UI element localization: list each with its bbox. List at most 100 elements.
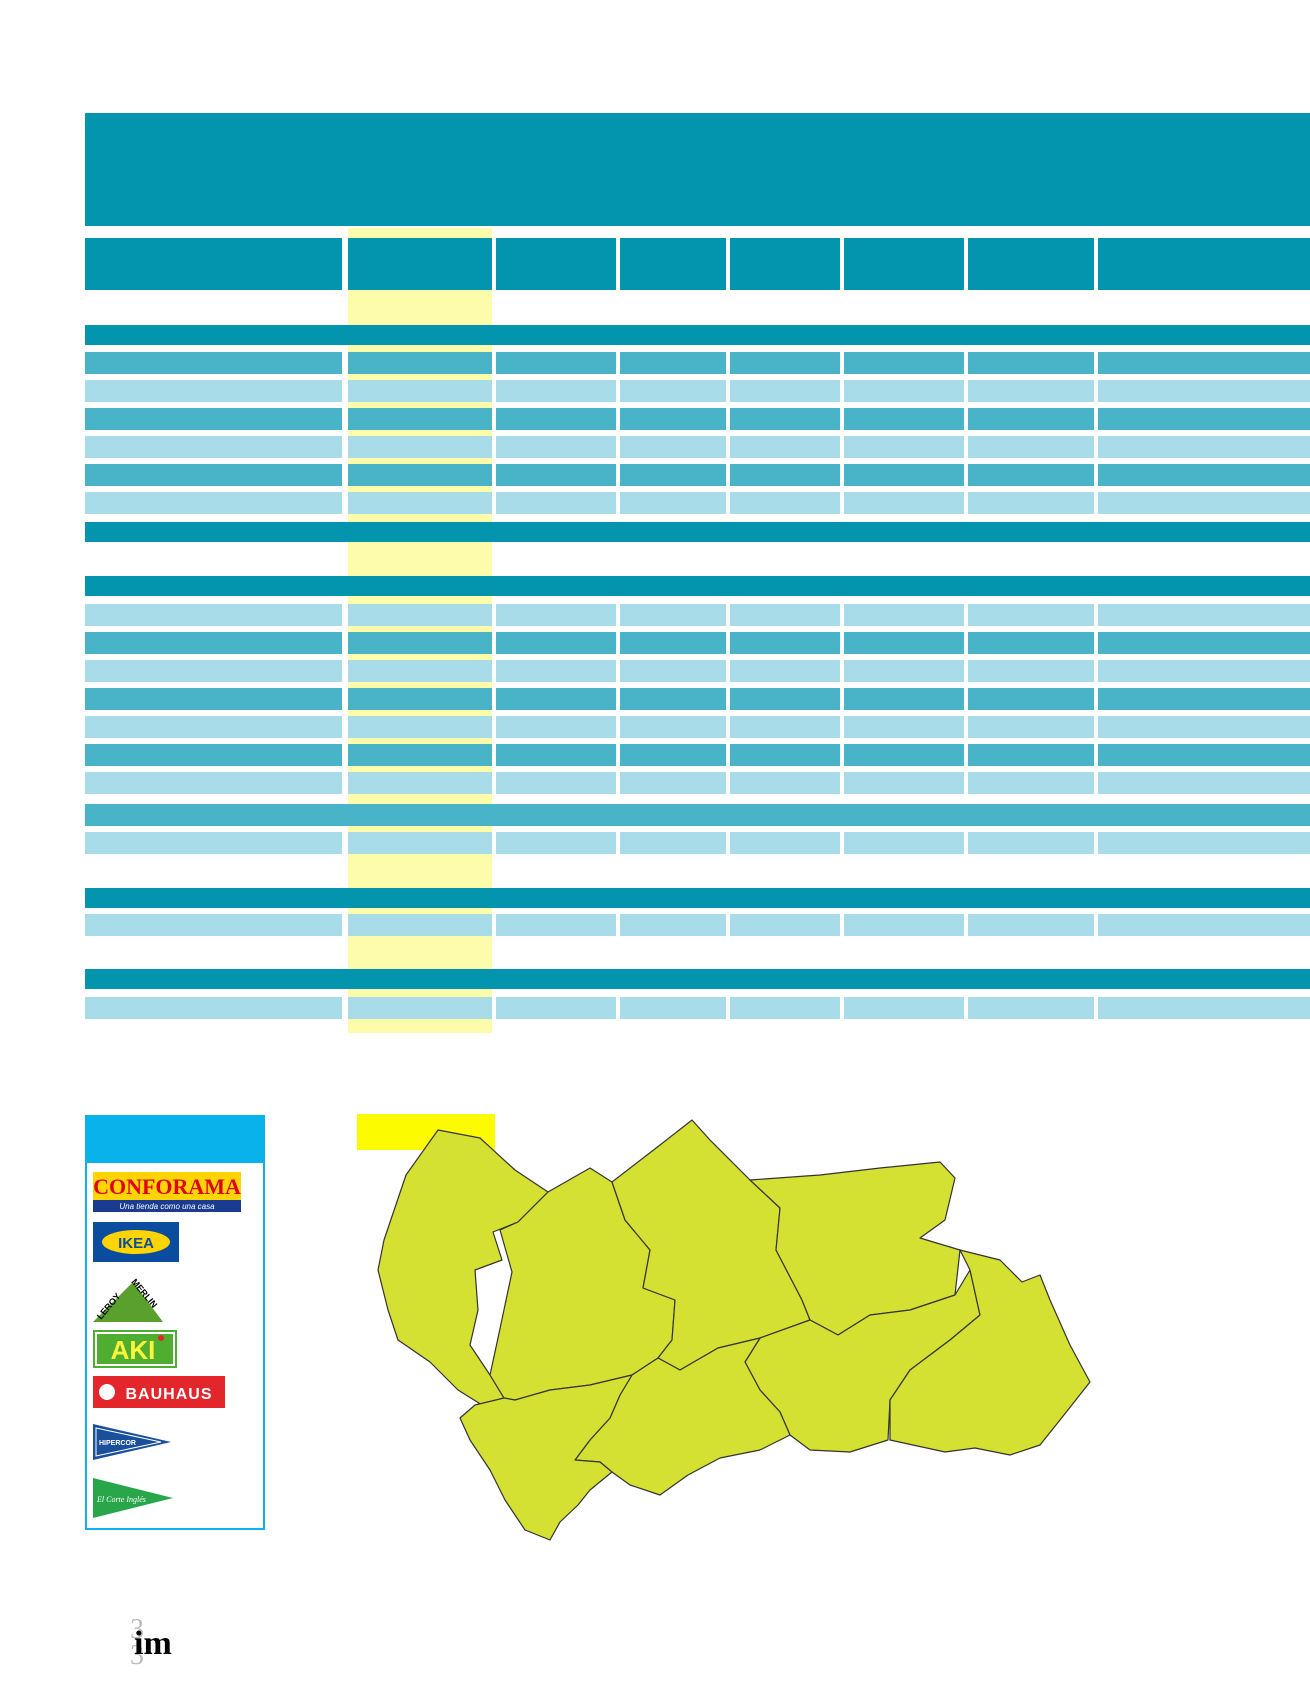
table-cell: [496, 352, 616, 374]
table-cell: [348, 688, 492, 710]
table-cell: [730, 744, 840, 766]
table-section-band: [85, 804, 1310, 826]
table-cell: [85, 997, 342, 1019]
table-cell: [496, 744, 616, 766]
andalucia-map: [40, 64, 1170, 1590]
table-cell: [496, 660, 616, 682]
table-cell: [1098, 352, 1310, 374]
table-cell: [348, 632, 492, 654]
table-cell: [620, 832, 726, 854]
table-cell: [730, 604, 840, 626]
table-section-band: [85, 576, 1310, 596]
table-cell: [620, 436, 726, 458]
table-cell: [620, 997, 726, 1019]
table-section-band: [85, 522, 1310, 542]
table-header-cell: [620, 238, 726, 290]
table-cell: [1098, 380, 1310, 402]
table-cell: [844, 604, 964, 626]
svg-text:Una tienda como una casa: Una tienda como una casa: [119, 1202, 215, 1211]
table-cell: [1098, 772, 1310, 794]
table-cell: [730, 380, 840, 402]
table-cell: [1098, 464, 1310, 486]
table-cell: [620, 380, 726, 402]
table-cell: [348, 997, 492, 1019]
table-cell: [968, 436, 1094, 458]
table-cell: [1098, 436, 1310, 458]
table-cell: [85, 632, 342, 654]
table-cell: [496, 997, 616, 1019]
table-section-band: [85, 969, 1310, 989]
table-cell: [348, 352, 492, 374]
table-cell: [496, 772, 616, 794]
table-cell: [620, 914, 726, 936]
table-header-cell: [1098, 238, 1310, 290]
table-cell: [968, 832, 1094, 854]
table-cell: [730, 832, 840, 854]
table-cell: [730, 772, 840, 794]
table-cell: [85, 464, 342, 486]
table-cell: [620, 772, 726, 794]
table-cell: [620, 744, 726, 766]
table-cell: [730, 408, 840, 430]
table-cell: [844, 688, 964, 710]
table-cell: [85, 660, 342, 682]
svg-text:CONFORAMA: CONFORAMA: [93, 1174, 241, 1199]
table-cell: [348, 492, 492, 514]
svg-text:IKEA: IKEA: [118, 1235, 154, 1252]
table-cell: [348, 436, 492, 458]
table-cell: [85, 716, 342, 738]
table-cell: [496, 492, 616, 514]
legend-header: [85, 1115, 265, 1163]
table-cell: [730, 914, 840, 936]
table-cell: [844, 660, 964, 682]
table-cell: [496, 436, 616, 458]
table-cell: [1098, 832, 1310, 854]
svg-text:BAUHAUS: BAUHAUS: [126, 1386, 213, 1403]
table-cell: [620, 660, 726, 682]
table-cell: [85, 408, 342, 430]
table-header-cell: [968, 238, 1094, 290]
table-cell: [620, 408, 726, 430]
table-cell: [730, 716, 840, 738]
table-cell: [968, 744, 1094, 766]
table-cell: [1098, 632, 1310, 654]
table-cell: [85, 688, 342, 710]
table-cell: [496, 716, 616, 738]
table-cell: [968, 380, 1094, 402]
table-cell: [968, 352, 1094, 374]
table-cell: [1098, 660, 1310, 682]
table-cell: [348, 772, 492, 794]
table-cell: [844, 914, 964, 936]
table-cell: [730, 660, 840, 682]
table-cell: [85, 436, 342, 458]
table-cell: [496, 380, 616, 402]
table-cell: [844, 716, 964, 738]
table-cell: [1098, 604, 1310, 626]
highlighted-column: [348, 228, 492, 1033]
table-cell: [348, 408, 492, 430]
table-cell: [844, 744, 964, 766]
table-cell: [1098, 408, 1310, 430]
table-cell: [620, 464, 726, 486]
table-cell: [348, 464, 492, 486]
table-cell: [968, 914, 1094, 936]
svg-text:im: im: [134, 1625, 172, 1662]
table-cell: [85, 352, 342, 374]
table-cell: [968, 660, 1094, 682]
svg-text:El Corte Inglés: El Corte Inglés: [96, 1495, 146, 1504]
table-cell: [844, 408, 964, 430]
table-cell: [1098, 914, 1310, 936]
table-cell: [730, 464, 840, 486]
table-header-cell: [85, 238, 342, 290]
el-corte-ingles-logo: El Corte Inglés: [93, 1478, 173, 1518]
table-cell: [496, 632, 616, 654]
ikea-logo: IKEA: [93, 1222, 179, 1262]
table-cell: [844, 832, 964, 854]
leroy-merlin-logo: LEROY MERLIN: [93, 1272, 163, 1322]
table-cell: [85, 380, 342, 402]
table-cell: [730, 997, 840, 1019]
table-cell: [844, 436, 964, 458]
table-cell: [968, 772, 1094, 794]
svg-text:HIPERCOR: HIPERCOR: [99, 1440, 136, 1447]
table-section-band: [85, 325, 1310, 345]
